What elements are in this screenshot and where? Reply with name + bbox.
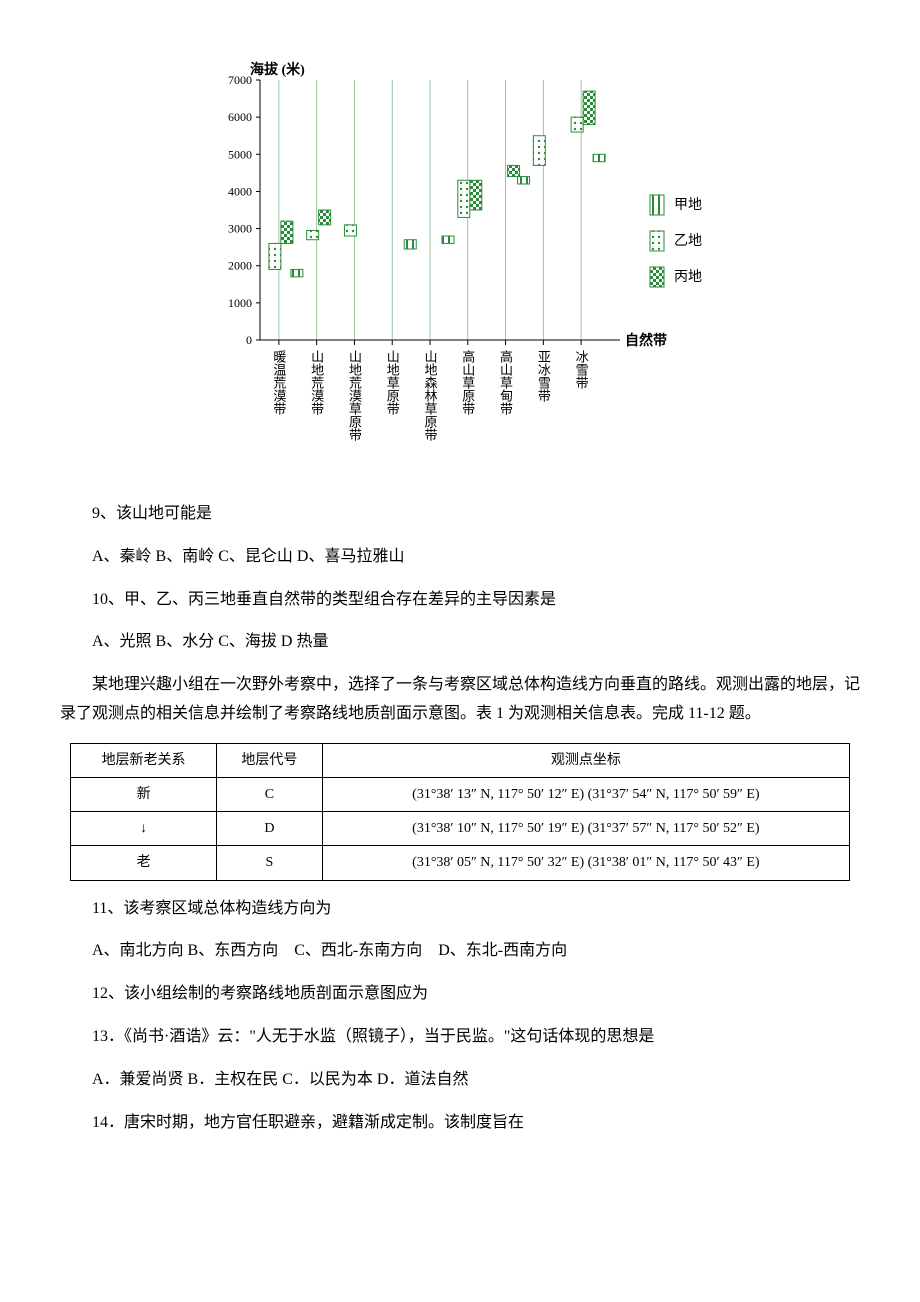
table-row: 老S(31°38′ 05″ N, 117° 50′ 32″ E) (31°38′… xyxy=(71,846,850,880)
table-header: 观测点坐标 xyxy=(322,743,849,777)
question-12: 12、该小组绘制的考察路线地质剖面示意图应为 xyxy=(60,980,860,1009)
svg-text:山地荒漠草原带: 山地荒漠草原带 xyxy=(347,350,362,441)
svg-text:高山草甸带: 高山草甸带 xyxy=(498,349,513,415)
svg-text:2000: 2000 xyxy=(228,259,252,273)
table-cell: (31°38′ 05″ N, 117° 50′ 32″ E) (31°38′ 0… xyxy=(322,846,849,880)
question-10: 10、甲、乙、丙三地垂直自然带的类型组合存在差异的主导因素是 xyxy=(60,586,860,615)
svg-text:山地草原带: 山地草原带 xyxy=(385,350,400,415)
svg-text:0: 0 xyxy=(246,333,252,347)
svg-text:山地荒漠带: 山地荒漠带 xyxy=(309,350,324,415)
question-14: 14．唐宋时期，地方官任职避亲，避籍渐成定制。该制度旨在 xyxy=(60,1109,860,1138)
table-cell: C xyxy=(217,777,323,811)
svg-text:高山草原带: 高山草原带 xyxy=(460,349,475,415)
table-header: 地层新老关系 xyxy=(71,743,217,777)
table-cell: ↓ xyxy=(71,812,217,846)
table-cell: (31°38′ 13″ N, 117° 50′ 12″ E) (31°37′ 5… xyxy=(322,777,849,811)
question-9-options: A、秦岭 B、南岭 C、昆仑山 D、喜马拉雅山 xyxy=(60,543,860,572)
svg-text:甲地: 甲地 xyxy=(674,197,702,213)
svg-text:5000: 5000 xyxy=(228,147,252,161)
table-cell: 新 xyxy=(71,777,217,811)
svg-text:山地森林草原带: 山地森林草原带 xyxy=(423,350,438,441)
svg-text:海拔 (米): 海拔 (米) xyxy=(250,61,305,78)
table-header: 地层代号 xyxy=(217,743,323,777)
chart-svg: 海拔 (米) 0 1000 2000 3000 4000 5000 6000 7000 暖温荒漠带… xyxy=(200,60,720,460)
svg-text:丙地: 丙地 xyxy=(674,269,702,285)
table-cell: 老 xyxy=(71,846,217,880)
question-13: 13．《尚书·酒诰》云："人无于水监（照镜子），当于民监。"这句话体现的思想是 xyxy=(60,1023,860,1052)
question-11: 11、该考察区域总体构造线方向为 xyxy=(60,895,860,924)
altitude-chart: 海拔 (米) 0 1000 2000 3000 4000 5000 6000 7000 暖温荒漠带… xyxy=(200,60,720,460)
svg-text:亚冰雪带: 亚冰雪带 xyxy=(536,350,551,402)
question-11-options: A、南北方向 B、东西方向 C、西北-东南方向 D、东北-西南方向 xyxy=(60,937,860,966)
svg-text:乙地: 乙地 xyxy=(674,233,702,249)
svg-text:暖温荒漠带: 暖温荒漠带 xyxy=(271,350,286,415)
svg-text:自然带: 自然带 xyxy=(625,332,667,349)
table-cell: (31°38′ 10″ N, 117° 50′ 19″ E) (31°37′ 5… xyxy=(322,812,849,846)
svg-text:3000: 3000 xyxy=(228,222,252,236)
svg-text:7000: 7000 xyxy=(228,73,252,87)
question-10-options: A、光照 B、水分 C、海拔 D 热量 xyxy=(60,628,860,657)
svg-text:冰雪带: 冰雪带 xyxy=(574,350,589,389)
question-9: 9、该山地可能是 xyxy=(60,500,860,529)
intro-paragraph: 某地理兴趣小组在一次野外考察中，选择了一条与考察区域总体构造线方向垂直的路线。观… xyxy=(60,671,860,729)
table-row: 新C(31°38′ 13″ N, 117° 50′ 12″ E) (31°37′… xyxy=(71,777,850,811)
table-header-row: 地层新老关系 地层代号 观测点坐标 xyxy=(71,743,850,777)
svg-text:4000: 4000 xyxy=(228,184,252,198)
svg-text:1000: 1000 xyxy=(228,296,252,310)
table-cell: D xyxy=(217,812,323,846)
observation-table: 地层新老关系 地层代号 观测点坐标 新C(31°38′ 13″ N, 117° … xyxy=(70,743,850,881)
table-cell: S xyxy=(217,846,323,880)
svg-text:6000: 6000 xyxy=(228,110,252,124)
table-row: ↓D(31°38′ 10″ N, 117° 50′ 19″ E) (31°37′… xyxy=(71,812,850,846)
question-13-options: A．兼爱尚贤 B．主权在民 C．以民为本 D．道法自然 xyxy=(60,1066,860,1095)
